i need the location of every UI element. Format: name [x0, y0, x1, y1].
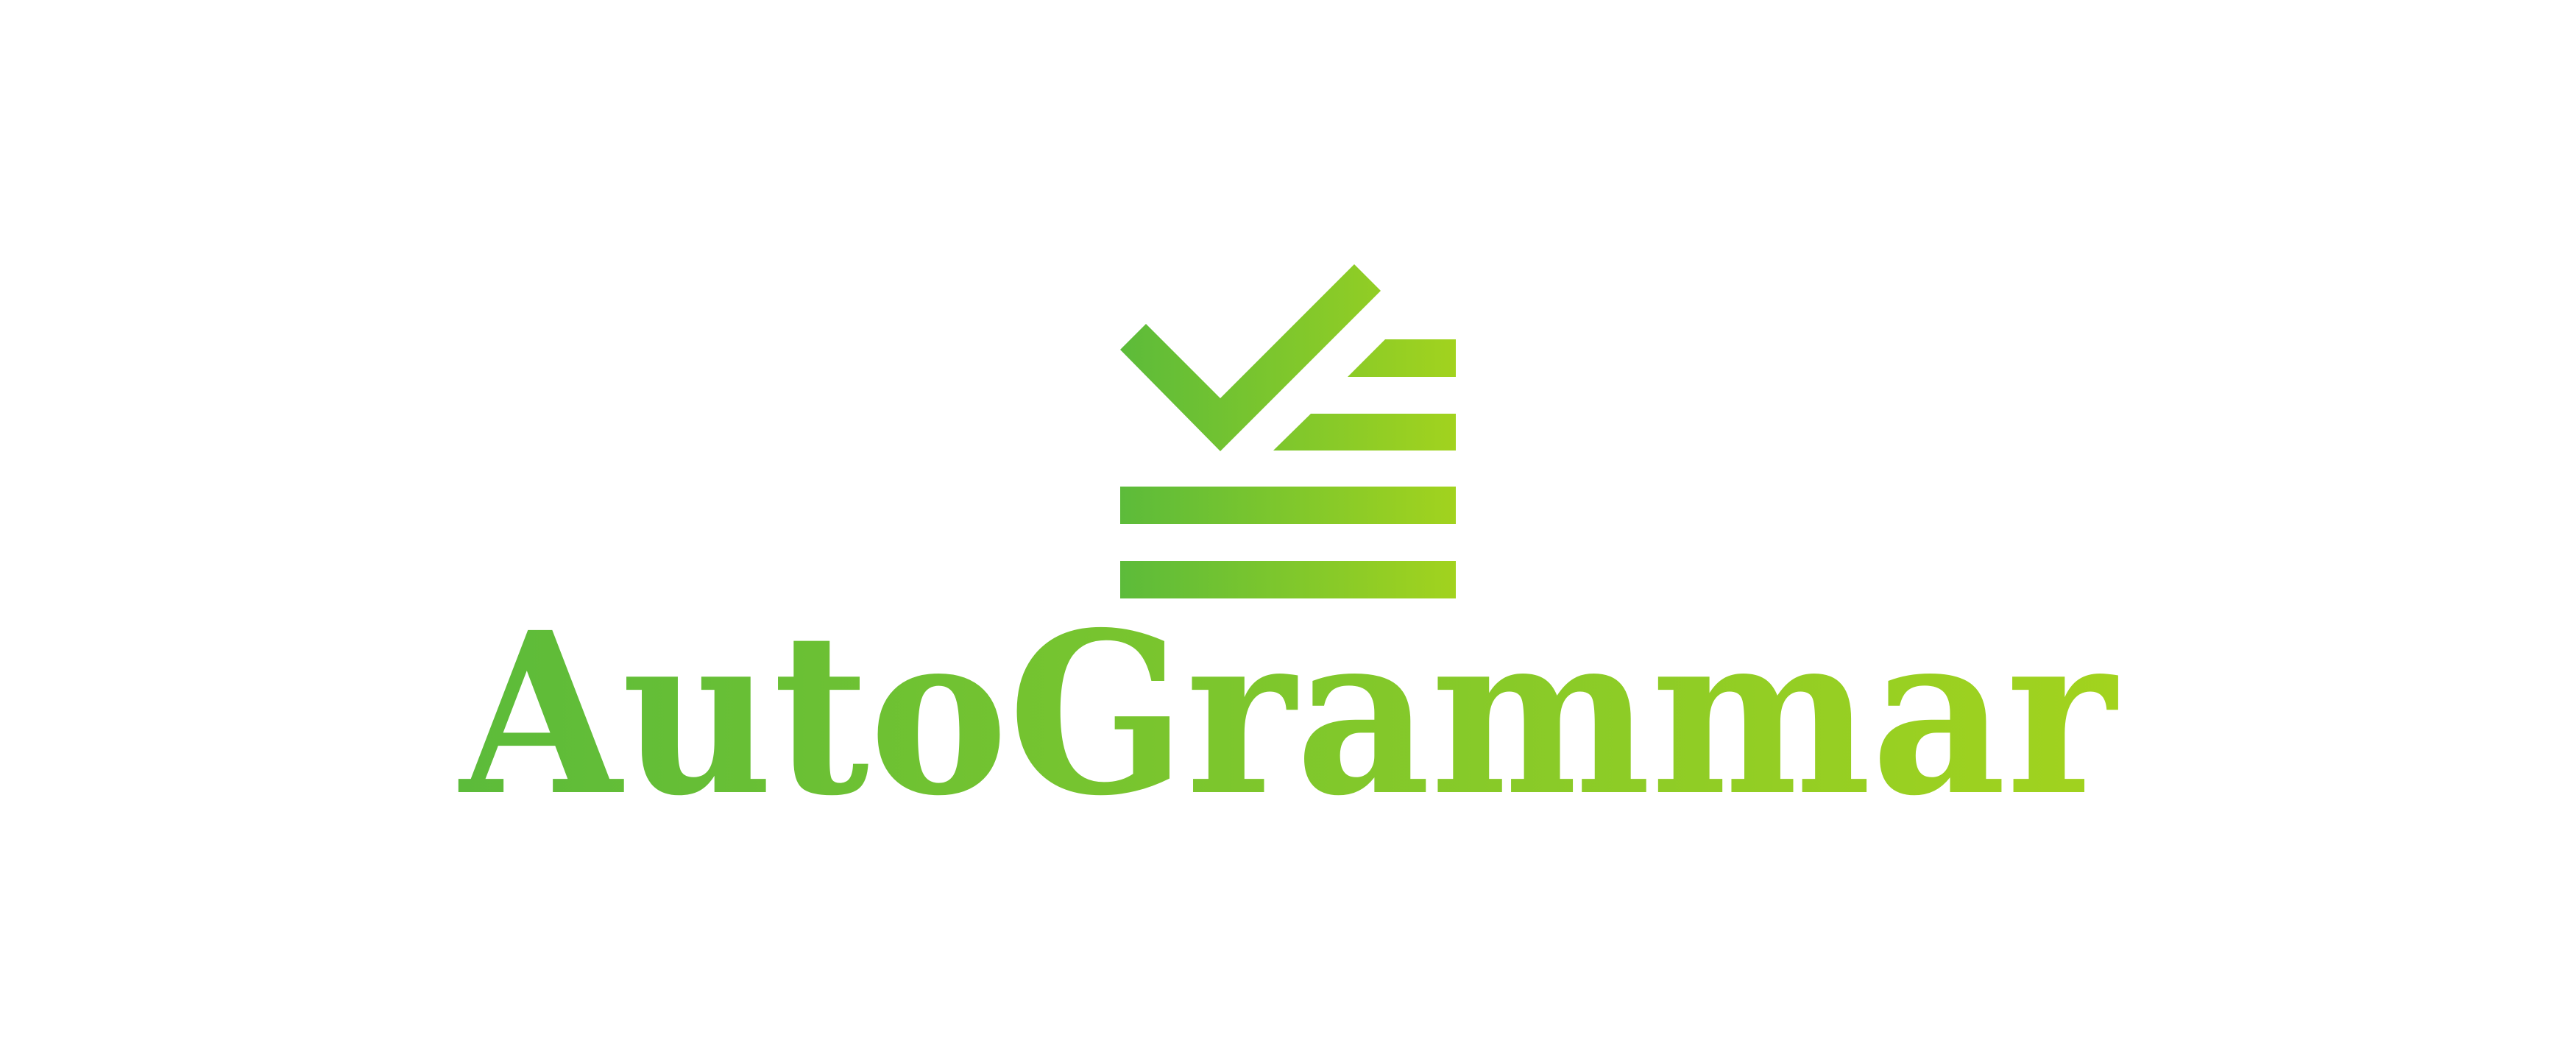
checklist-line-2	[1273, 414, 1456, 451]
wordmark: AutoGrammar	[457, 584, 2120, 845]
checklist-check-icon	[1120, 264, 1456, 598]
checklist-line-1	[1348, 339, 1456, 377]
checklist-line-3	[1120, 487, 1456, 524]
checklist-line-4	[1120, 561, 1456, 598]
check-mark	[1120, 264, 1381, 451]
